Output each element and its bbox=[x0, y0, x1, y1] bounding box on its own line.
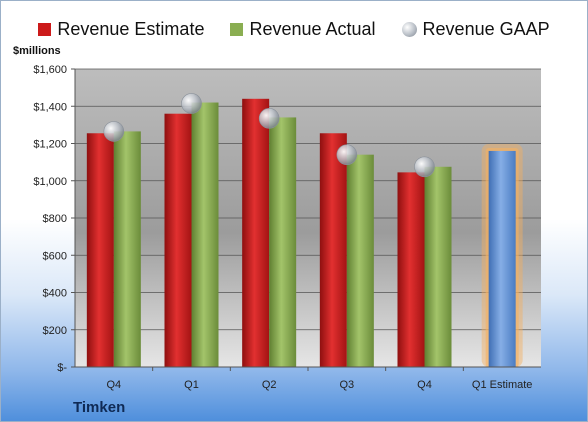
legend-swatch-revenue-gaap bbox=[401, 21, 417, 37]
bar-revenue-estimate bbox=[164, 113, 192, 367]
bar-revenue-actual bbox=[191, 102, 219, 368]
bar-revenue-actual bbox=[424, 166, 452, 367]
legend-label-revenue-actual: Revenue Actual bbox=[249, 18, 376, 39]
x-tick-label: Q2 bbox=[262, 379, 277, 391]
bar-revenue-estimate bbox=[86, 133, 114, 367]
y-axis: $- $200 $400 $600 $800 $1,000 $1,200 $1,400 $1,6… bbox=[33, 64, 76, 374]
y-tick-label: $600 bbox=[43, 250, 67, 262]
gaap-markers bbox=[103, 93, 435, 178]
legend-item-revenue-actual: Revenue Actual bbox=[230, 18, 376, 40]
bar-revenue-estimate bbox=[319, 133, 347, 367]
y-tick-label: $200 bbox=[43, 325, 67, 337]
legend-swatch-revenue-estimate bbox=[38, 22, 52, 36]
legend-swatch-revenue-actual bbox=[230, 22, 244, 36]
x-tick-label: Q4 bbox=[417, 379, 432, 391]
marker-revenue-gaap bbox=[181, 93, 202, 114]
bar-revenue-estimate bbox=[242, 98, 270, 368]
marker-revenue-gaap bbox=[414, 156, 435, 178]
x-axis: Q4 Q1 Q2 Q3 Q4 Q1 Estimate bbox=[75, 366, 541, 391]
legend-label-revenue-estimate: Revenue Estimate bbox=[57, 18, 205, 39]
marker-revenue-gaap bbox=[336, 144, 358, 165]
bar-revenue-estimate-forecast bbox=[488, 150, 516, 367]
y-tick-label: $1,200 bbox=[33, 139, 67, 151]
marker-revenue-gaap bbox=[103, 121, 125, 142]
y-tick-label: $1,400 bbox=[33, 101, 67, 113]
y-tick-label: $- bbox=[57, 362, 67, 374]
x-tick-label: Q1 Estimate bbox=[472, 379, 533, 391]
x-tick-label: Q3 bbox=[339, 379, 354, 391]
chart-legend: Revenue Estimate Revenue Actual Revenue … bbox=[1, 17, 587, 41]
y-axis-unit-label: $millions bbox=[13, 45, 61, 57]
bar-series bbox=[86, 98, 523, 368]
y-tick-label: $1,600 bbox=[33, 64, 67, 76]
company-name: Timken bbox=[73, 399, 126, 416]
x-tick-label: Q4 bbox=[106, 379, 121, 391]
legend-item-revenue-estimate: Revenue Estimate bbox=[38, 19, 204, 40]
bar-revenue-actual bbox=[269, 117, 297, 367]
marker-revenue-gaap bbox=[258, 108, 280, 129]
x-tick-label: Q1 bbox=[184, 379, 199, 391]
y-tick-label: $400 bbox=[43, 288, 67, 300]
y-tick-label: $800 bbox=[43, 213, 67, 225]
bar-revenue-actual bbox=[113, 131, 141, 367]
legend-item-revenue-gaap: Revenue GAAP bbox=[401, 18, 550, 40]
legend-label-revenue-gaap: Revenue GAAP bbox=[422, 18, 550, 39]
bar-revenue-estimate bbox=[397, 172, 425, 367]
bar-revenue-actual bbox=[346, 154, 374, 367]
y-tick-label: $1,000 bbox=[33, 176, 67, 188]
